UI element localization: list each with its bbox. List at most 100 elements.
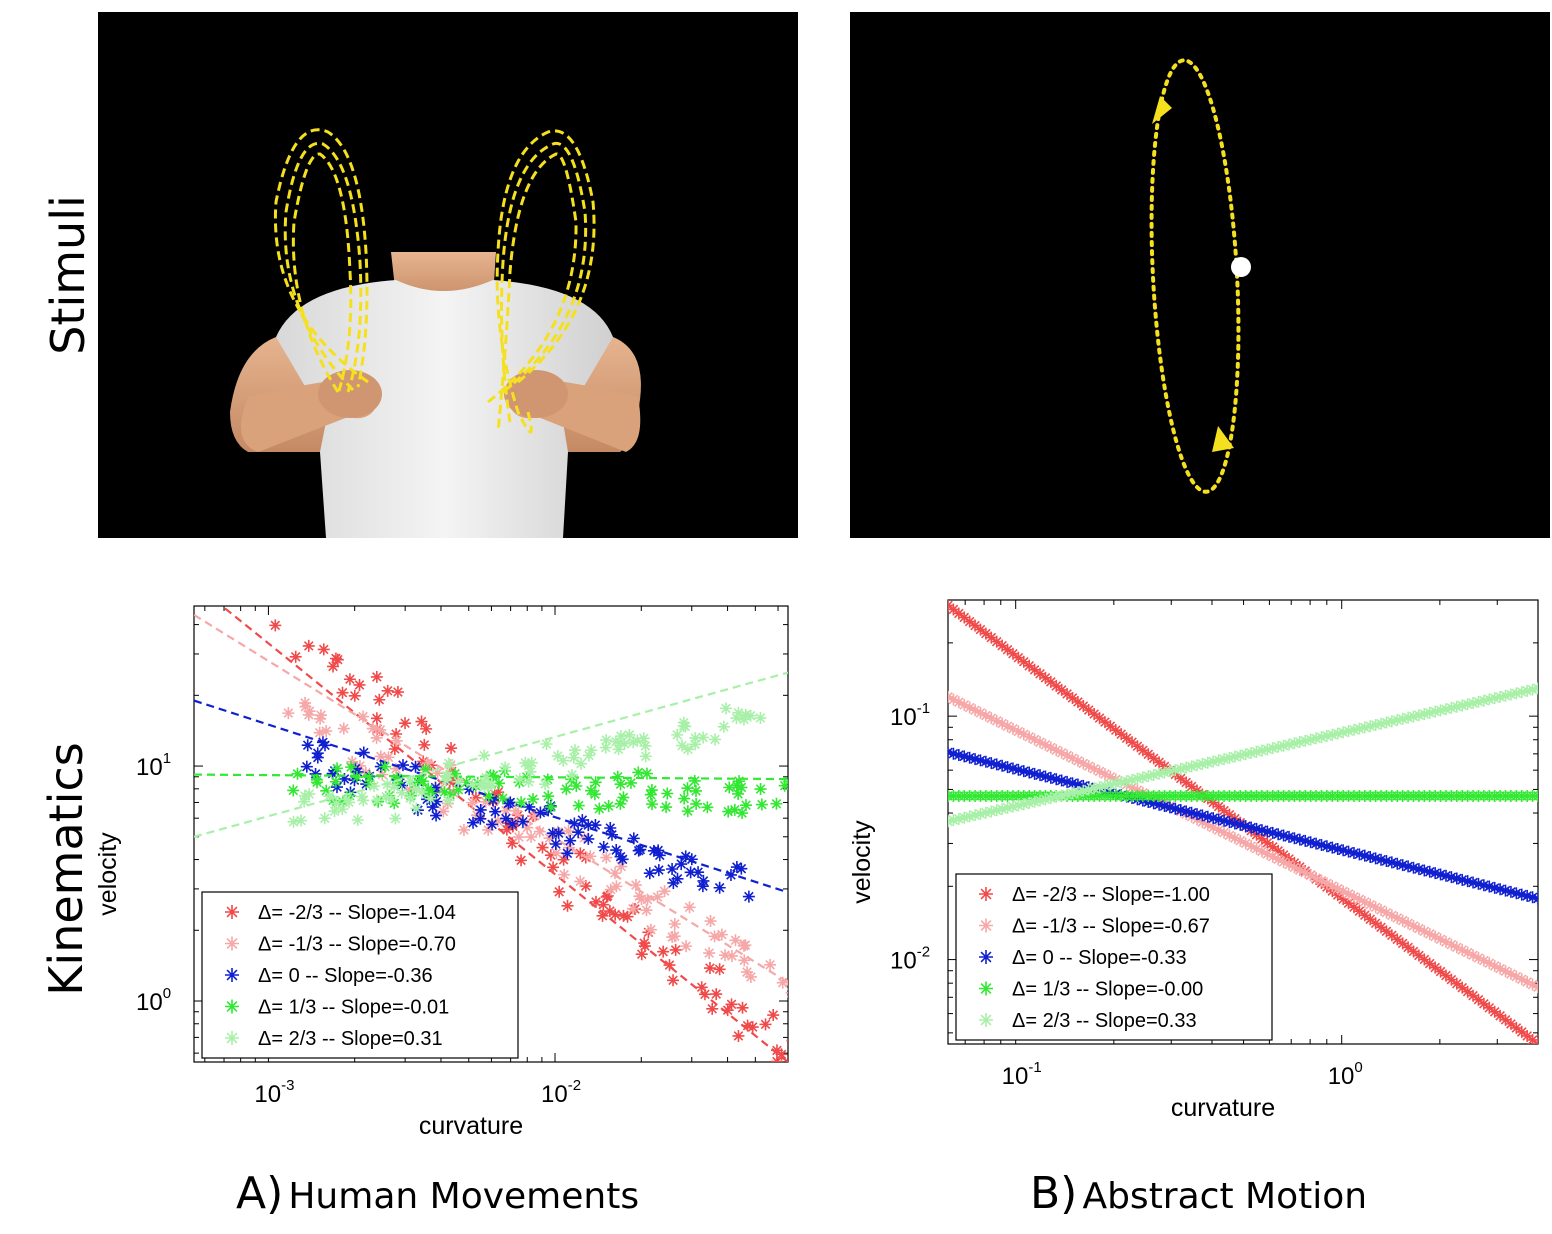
marker-d_23 (1364, 720, 1377, 733)
marker-d_23 (381, 778, 394, 791)
marker-d_m23 (1039, 671, 1052, 684)
marker-d_m23 (1402, 941, 1415, 954)
marker-d_0 (1467, 876, 1480, 889)
marker-d_m13 (1023, 730, 1036, 743)
marker-d_13 (681, 782, 694, 795)
marker-d_0 (1315, 838, 1328, 851)
marker-d_m13 (1261, 848, 1274, 861)
marker-d_m23 (948, 603, 960, 616)
marker-d_m13 (1044, 741, 1057, 754)
marker-d_m23 (1423, 957, 1436, 970)
marker-d_m13 (1521, 975, 1534, 988)
marker-d_23 (1082, 783, 1095, 796)
marker-d_0 (1418, 864, 1431, 877)
marker-d_m13 (1434, 933, 1447, 946)
marker-d_13 (1532, 789, 1538, 802)
marker-d_0 (1439, 869, 1452, 882)
marker-d_m13 (543, 832, 556, 845)
marker-d_23 (1245, 747, 1258, 760)
marker-d_23 (1088, 782, 1101, 795)
marker-d_23 (1418, 708, 1431, 721)
marker-d_m23 (1218, 804, 1231, 817)
legend-marker-d_13 (225, 999, 239, 1014)
marker-d_23 (1310, 732, 1323, 745)
marker-d_0 (666, 862, 679, 875)
marker-d_m13 (376, 768, 389, 781)
marker-d_23 (1288, 737, 1301, 750)
marker-d_m23 (1504, 1017, 1517, 1030)
marker-d_23 (1212, 754, 1225, 767)
marker-d_23 (1023, 796, 1036, 809)
marker-d_23 (639, 750, 652, 763)
marker-d_23 (478, 780, 491, 793)
marker-d_m23 (669, 943, 682, 956)
marker-d_m13 (1196, 816, 1209, 829)
marker-d_m23 (767, 1009, 780, 1022)
marker-d_m13 (433, 782, 446, 795)
marker-d_m13 (1277, 856, 1290, 869)
marker-d_0 (301, 739, 314, 752)
marker-d_m13 (303, 705, 316, 718)
marker-d_0 (1174, 804, 1187, 817)
marker-d_m23 (536, 841, 549, 854)
marker-d_0 (1250, 822, 1263, 835)
marker-d_0 (653, 849, 666, 862)
marker-d_m23 (488, 788, 501, 801)
marker-d_23 (679, 720, 692, 733)
marker-d_0 (1515, 888, 1528, 901)
marker-d_23 (1439, 703, 1452, 716)
marker-d_0 (1337, 844, 1350, 857)
marker-d_0 (1477, 879, 1490, 892)
marker-d_m23 (331, 653, 344, 666)
marker-d_13 (735, 781, 748, 794)
marker-d_0 (1326, 841, 1339, 854)
marker-d_m23 (1347, 901, 1360, 914)
marker-d_13 (378, 760, 391, 773)
marker-d_0 (1218, 814, 1231, 827)
legend-entry-d_m13: Δ= -1/3 -- Slope=-0.67 (1012, 916, 1210, 938)
marker-d_23 (1396, 712, 1409, 725)
marker-d_23 (732, 706, 745, 719)
marker-d_m13 (683, 901, 696, 914)
marker-d_m23 (1266, 840, 1279, 853)
marker-d_23 (730, 712, 743, 725)
marker-d_m23 (561, 899, 574, 912)
marker-d_m23 (1461, 985, 1474, 998)
marker-d_m13 (1385, 909, 1398, 922)
marker-d_m13 (1375, 903, 1388, 916)
marker-d_0 (1396, 859, 1409, 872)
caption-a: A) Human Movements (236, 1168, 639, 1219)
marker-d_m13 (1088, 762, 1101, 775)
marker-d_23 (599, 741, 612, 754)
marker-d_0 (486, 818, 499, 831)
marker-d_23 (485, 779, 498, 792)
marker-d_23 (539, 778, 552, 791)
marker-d_m13 (1245, 840, 1258, 853)
marker-d_23 (1136, 771, 1149, 784)
caption-a-letter: A) (236, 1168, 284, 1219)
marker-d_23 (1223, 751, 1236, 764)
marker-d_23 (1504, 688, 1517, 701)
marker-d_0 (499, 812, 512, 825)
marker-d_23 (1120, 775, 1133, 788)
caption-b: B) Abstract Motion (1030, 1168, 1367, 1219)
marker-d_m13 (1515, 973, 1528, 986)
marker-d_13 (363, 777, 376, 790)
marker-d_m23 (979, 627, 992, 640)
marker-d_13 (520, 771, 533, 784)
marker-d_m13 (1510, 970, 1523, 983)
marker-d_0 (576, 814, 589, 827)
marker-d_m13 (1418, 925, 1431, 938)
marker-d_m13 (1342, 887, 1355, 900)
marker-d_0 (952, 749, 965, 762)
marker-d_23 (357, 794, 370, 807)
marker-d_m23 (1185, 780, 1198, 793)
marker-d_m23 (399, 717, 412, 730)
marker-d_13 (320, 784, 333, 797)
y-tick-label-1: 101 (136, 750, 171, 781)
marker-d_m13 (578, 831, 591, 844)
marker-d_m23 (418, 738, 431, 751)
marker-d_23 (1234, 749, 1247, 762)
marker-d_23 (513, 773, 526, 786)
marker-d_13 (728, 803, 741, 816)
